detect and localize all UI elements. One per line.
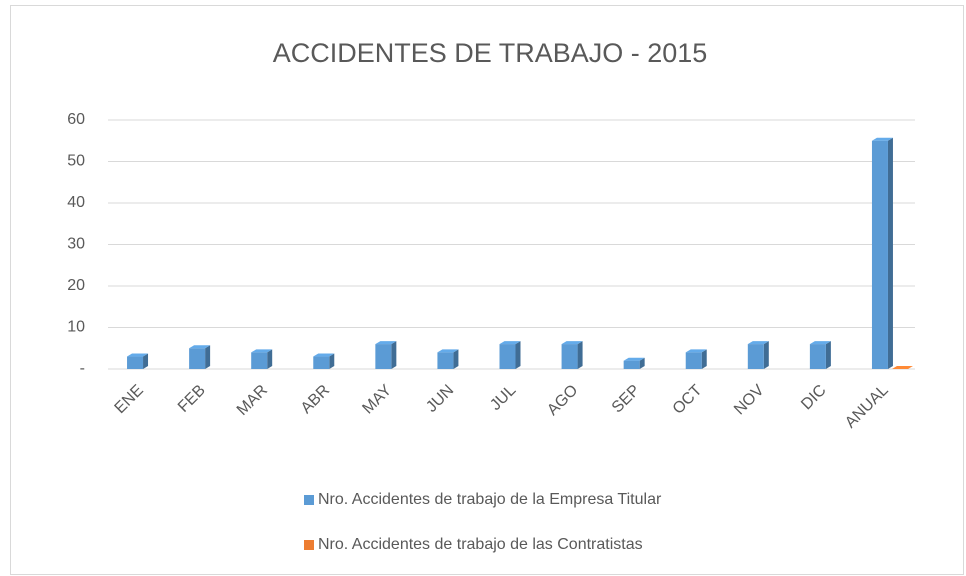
chart-title: ACCIDENTES DE TRABAJO - 2015 [273, 38, 708, 68]
bar [127, 353, 149, 369]
y-tick-label: - [80, 360, 85, 377]
bar-top [871, 137, 893, 141]
y-tick-label: 10 [67, 319, 85, 336]
bar-front [747, 344, 764, 369]
bar-side [825, 341, 831, 369]
bar-side [639, 357, 645, 369]
bar-side [391, 341, 397, 369]
bar-front [685, 352, 702, 369]
bar [809, 341, 831, 369]
bar-side [143, 353, 149, 369]
bar-side [205, 345, 211, 369]
bar-top [375, 341, 397, 345]
bar-front [127, 356, 144, 369]
bar-front [561, 344, 578, 369]
bar [251, 349, 273, 369]
bar [499, 341, 521, 369]
bar-top [251, 349, 273, 353]
bar [623, 357, 645, 369]
bar-front [499, 344, 516, 369]
bar [375, 341, 397, 369]
bar [189, 345, 211, 369]
bar-side [453, 349, 459, 369]
bar-front [189, 348, 206, 369]
legend-swatch [304, 540, 314, 550]
bar-front [437, 352, 454, 369]
legend-swatch [304, 495, 314, 505]
bar-front [809, 344, 826, 369]
bar-top [189, 345, 211, 349]
bar [313, 353, 335, 369]
bar-side [267, 349, 273, 369]
bar-top [437, 349, 459, 353]
y-tick-label: 30 [67, 236, 85, 253]
bar-side [577, 341, 583, 369]
bar [871, 137, 893, 369]
bar [561, 341, 583, 369]
bar-side [701, 349, 707, 369]
y-tick-label: 60 [67, 111, 85, 128]
bar-top [685, 349, 707, 353]
bar-front [871, 140, 888, 369]
bar [685, 349, 707, 369]
chart-border [10, 5, 964, 575]
bar-side [887, 137, 893, 369]
bar [747, 341, 769, 369]
bar [891, 366, 913, 369]
bar-side [515, 341, 521, 369]
y-tick-label: 40 [67, 194, 85, 211]
bar-side [763, 341, 769, 369]
bar-top [313, 353, 335, 357]
bar-top [499, 341, 521, 345]
bar-top [561, 341, 583, 345]
legend-label: Nro. Accidentes de trabajo de las Contra… [318, 536, 643, 553]
bar-top [891, 366, 913, 369]
bar-front [251, 352, 268, 369]
bar [437, 349, 459, 369]
y-tick-label: 50 [67, 153, 85, 170]
bar-top [747, 341, 769, 345]
bar-front [313, 356, 330, 369]
bar-top [809, 341, 831, 345]
y-tick-label: 20 [67, 277, 85, 294]
bar-side [329, 353, 335, 369]
bar-top [623, 357, 645, 361]
bar-front [623, 360, 640, 369]
legend-label: Nro. Accidentes de trabajo de la Empresa… [318, 491, 662, 508]
bar-top [127, 353, 149, 357]
bar-front [375, 344, 392, 369]
